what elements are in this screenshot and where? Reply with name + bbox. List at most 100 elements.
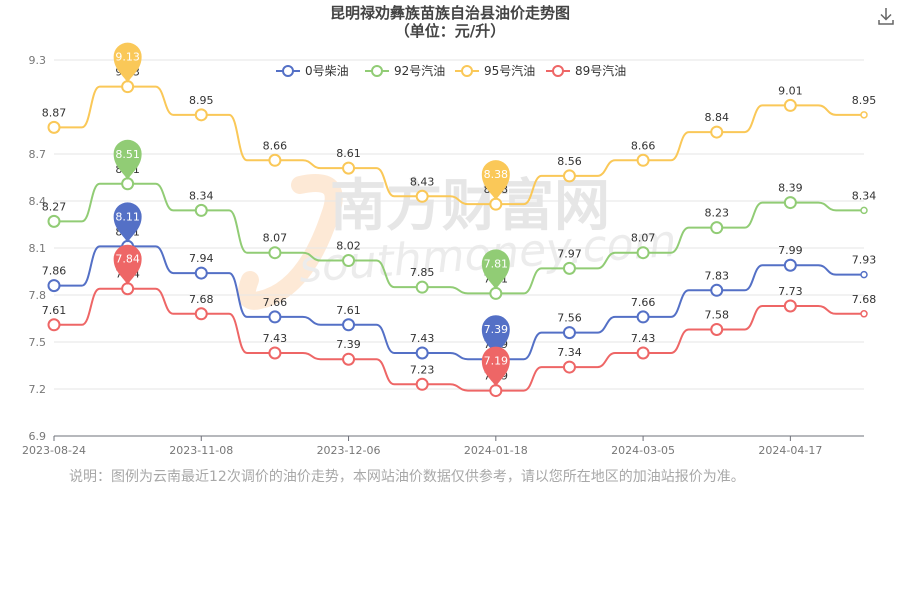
y-tick-label: 7.8 <box>29 289 47 302</box>
legend-item-2[interactable]: 95号汽油 <box>455 63 535 78</box>
data-point <box>194 266 208 280</box>
data-label: 8.07 <box>631 232 656 245</box>
series-line <box>54 85 864 206</box>
series-lines <box>47 80 868 398</box>
x-tick-label: 2024-01-18 <box>464 444 528 457</box>
data-point <box>489 197 503 211</box>
data-label: 7.58 <box>704 308 729 321</box>
data-label: 7.34 <box>557 346 582 359</box>
data-point <box>194 203 208 217</box>
watermark-swoosh <box>237 174 343 310</box>
data-point <box>194 307 208 321</box>
y-tick-label: 6.9 <box>29 430 47 443</box>
y-tick-label: 7.2 <box>29 383 47 396</box>
series-line <box>54 287 864 392</box>
x-tick-label: 2023-12-06 <box>317 444 381 457</box>
data-labels: 7.86 8.11 7.94 7.66 7.61 7.43 7.39 7.56 7.66 7.83… <box>42 66 877 383</box>
pin-label: 8.38 <box>484 168 509 181</box>
legend-label: 89号汽油 <box>575 63 626 78</box>
y-tick-label: 8.4 <box>29 195 47 208</box>
data-point <box>562 360 576 374</box>
data-label: 7.61 <box>42 304 67 317</box>
data-point <box>268 246 282 260</box>
data-point <box>47 279 61 293</box>
data-point <box>47 318 61 332</box>
data-label: 7.73 <box>778 285 803 298</box>
pin-label: 7.19 <box>484 355 509 368</box>
data-label: 8.23 <box>704 207 729 220</box>
axes: 6.9 7.2 7.5 7.8 8.1 8.4 8.7 9.3 2023-08-24 2023-1… <box>22 54 864 457</box>
data-point <box>415 346 429 360</box>
series-3 <box>47 282 868 398</box>
data-point <box>860 111 868 119</box>
series-2 <box>47 80 868 211</box>
data-point <box>710 125 724 139</box>
data-label: 8.61 <box>336 147 361 160</box>
data-point <box>121 80 135 94</box>
data-label: 7.94 <box>189 252 214 265</box>
legend-marker <box>552 65 564 77</box>
data-point <box>562 261 576 275</box>
pin-label: 7.84 <box>115 253 139 266</box>
x-tick-label: 2023-08-24 <box>22 444 86 457</box>
data-label: 8.84 <box>704 111 729 124</box>
extreme-pin: 7.39 <box>481 315 510 356</box>
data-point <box>562 326 576 340</box>
data-label: 7.97 <box>557 247 582 260</box>
data-point <box>783 196 797 210</box>
data-point <box>783 98 797 112</box>
data-point <box>342 352 356 366</box>
data-point <box>710 221 724 235</box>
data-label: 9.01 <box>778 84 803 97</box>
data-point <box>121 177 135 191</box>
extreme-pin: 7.19 <box>481 346 510 387</box>
legend-item-0[interactable]: 0号柴油 <box>276 64 349 78</box>
data-label: 8.02 <box>336 240 361 253</box>
data-label: 7.43 <box>263 332 288 345</box>
data-label: 7.83 <box>704 269 729 282</box>
data-label: 7.66 <box>263 296 288 309</box>
x-tick-label: 2024-04-17 <box>758 444 822 457</box>
data-point <box>636 310 650 324</box>
data-point <box>710 322 724 336</box>
data-label: 7.68 <box>852 293 877 306</box>
pin-label: 9.13 <box>115 51 139 64</box>
data-label: 7.39 <box>336 338 361 351</box>
data-label: 7.68 <box>189 293 214 306</box>
x-tick-label: 2024-03-05 <box>611 444 675 457</box>
data-point <box>268 346 282 360</box>
data-label: 8.66 <box>263 139 288 152</box>
pin-shape <box>481 315 510 356</box>
footnote: 说明：图例为云南最近12次调价的油价走势，本网站油价数据仅供参考，请以您所在地区… <box>69 469 745 485</box>
data-label: 8.95 <box>852 94 877 107</box>
y-tick-label: 8.1 <box>29 242 47 255</box>
legend[interactable]: 0号柴油 92号汽油 95号汽油 89号汽油 <box>276 63 626 78</box>
data-label: 8.39 <box>778 182 803 195</box>
download-icon[interactable] <box>876 6 896 26</box>
data-point <box>342 161 356 175</box>
data-label: 8.34 <box>189 189 214 202</box>
data-label: 7.86 <box>42 265 67 278</box>
data-label: 8.34 <box>852 189 877 202</box>
series-line <box>54 245 864 361</box>
legend-label: 95号汽油 <box>484 63 535 78</box>
data-point <box>710 283 724 297</box>
line-chart: 南方财富网southmoney.com 6.97.27.57.88.18.48.… <box>22 42 877 457</box>
legend-label: 0号柴油 <box>305 64 349 78</box>
pin-label: 7.81 <box>484 257 509 270</box>
pin-shape <box>481 249 510 290</box>
x-tick-label: 2023-11-08 <box>169 444 233 457</box>
data-label: 8.66 <box>631 139 656 152</box>
data-label: 7.61 <box>336 304 361 317</box>
series-line <box>54 182 864 295</box>
pin-shape <box>113 139 142 180</box>
extreme-pin: 8.38 <box>481 160 510 201</box>
data-label: 8.07 <box>263 232 288 245</box>
legend-item-3[interactable]: 89号汽油 <box>546 63 626 78</box>
extreme-pin: 8.11 <box>113 202 142 243</box>
data-label: 7.23 <box>410 363 435 376</box>
extreme-pin: 8.51 <box>113 139 142 180</box>
legend-item-1[interactable]: 92号汽油 <box>365 63 445 78</box>
chart-title-line2: （单位：元/升） <box>394 22 506 40</box>
chart-title: 昆明禄劝彝族苗族自治县油价走势图 （单位：元/升） <box>0 4 900 40</box>
